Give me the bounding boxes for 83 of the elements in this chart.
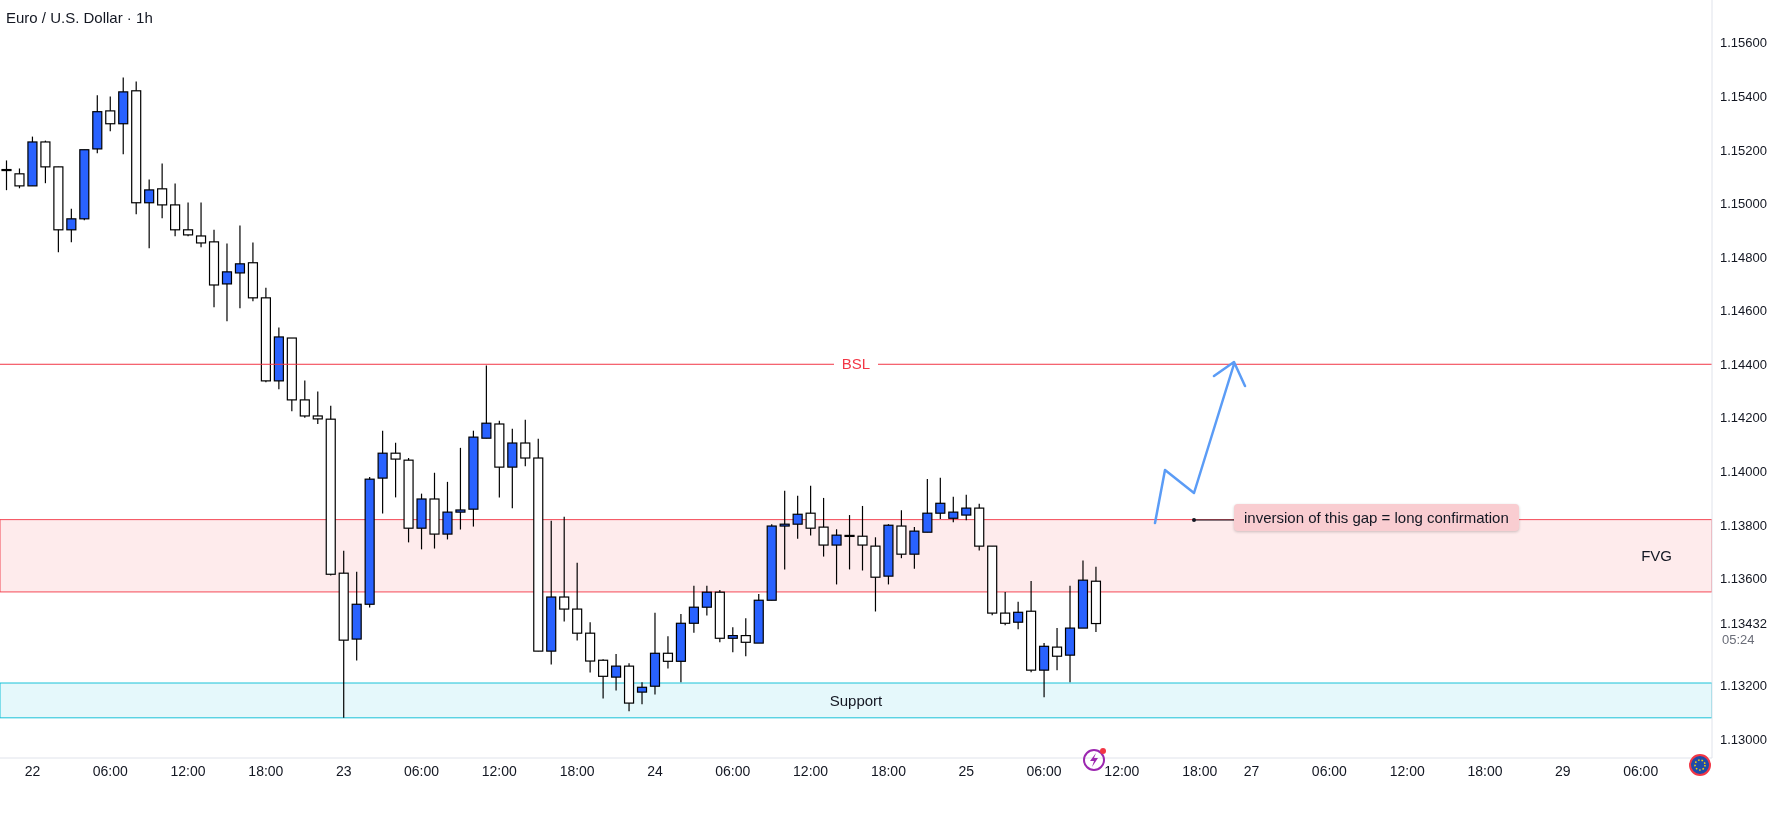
candlestick — [779, 490, 790, 571]
candlestick — [66, 208, 77, 243]
candlestick — [740, 617, 751, 657]
candlestick — [182, 201, 194, 237]
x-tick-label: 22 — [24, 762, 41, 779]
candlestick — [701, 585, 712, 617]
y-tick-label: 1.15600 — [1720, 35, 1767, 51]
x-tick-label: 18:00 — [1182, 762, 1218, 779]
candlestick — [727, 626, 738, 653]
candlestick — [442, 481, 453, 541]
x-tick-label: 12:00 — [793, 762, 829, 779]
x-tick-label: 23 — [335, 762, 352, 779]
x-tick-label: 18:00 — [870, 762, 907, 779]
y-tick-label: 1.15400 — [1720, 89, 1767, 105]
y-tick-label: 1.14200 — [1720, 410, 1767, 426]
candlestick — [805, 485, 816, 537]
text: Euro / U.S. Dollar · 1h — [6, 9, 153, 26]
band-label: FVG — [1641, 547, 1672, 565]
y-tick-label: 1.14000 — [1720, 464, 1767, 480]
candlestick — [844, 514, 855, 571]
y-tick-label: 1.15000 — [1720, 196, 1767, 212]
ref-line-label: BSL — [841, 355, 871, 373]
candlestick — [455, 447, 466, 531]
y-tick-label: 1.14800 — [1720, 249, 1767, 265]
candlestick — [636, 681, 648, 705]
x-tick-label: 12:00 — [170, 762, 206, 779]
candlestick — [610, 653, 622, 692]
y-tick-label: 1.14400 — [1720, 356, 1767, 372]
candlestick — [144, 178, 155, 249]
candlestick — [234, 224, 246, 309]
candlestick — [818, 497, 829, 558]
candlestick — [948, 496, 959, 523]
candlestick — [1051, 627, 1063, 671]
candlestick — [857, 505, 868, 572]
band-label: Support — [829, 691, 884, 709]
candlestick — [688, 585, 699, 634]
x-tick-label: 27 — [1243, 762, 1260, 779]
candlestick — [909, 526, 920, 570]
x-tick-label: 12:00 — [1104, 762, 1140, 779]
x-tick-label: 12:00 — [1389, 762, 1425, 779]
candlestick — [935, 477, 946, 520]
candlestick — [662, 635, 674, 670]
y-tick-label: 1.13600 — [1720, 571, 1767, 587]
candlestick — [1013, 601, 1024, 630]
x-tick-label: 06:00 — [403, 762, 440, 779]
y-tick-label: 1.13000 — [1720, 731, 1767, 747]
x-tick-label: 18:00 — [559, 762, 595, 779]
y-tick-label: 1.13432 — [1720, 616, 1767, 632]
candlestick — [831, 528, 842, 586]
candlestick — [922, 478, 933, 533]
x-tick-label: 06:00 — [1623, 762, 1659, 779]
candlestick — [14, 167, 25, 189]
candlestick — [961, 494, 972, 521]
candlestick — [598, 658, 609, 700]
candlestick — [312, 390, 323, 425]
x-tick-label: 29 — [1555, 762, 1571, 779]
candlestick — [520, 419, 531, 467]
y-tick-label: 1.14600 — [1720, 303, 1767, 319]
x-tick-label: 06:00 — [92, 762, 128, 779]
x-tick-label: 06:00 — [715, 762, 751, 779]
x-tick-label: 18:00 — [248, 762, 284, 779]
candlestick — [792, 495, 803, 540]
y-tick-label: 1.15200 — [1720, 142, 1767, 158]
x-tick-label: 06:00 — [1311, 762, 1348, 779]
candlestick — [559, 516, 570, 622]
candlestick — [1038, 642, 1050, 698]
candlestick — [299, 380, 310, 419]
x-tick-label: 24 — [647, 762, 663, 779]
candlestick — [105, 95, 116, 132]
x-tick-label: 18:00 — [1467, 762, 1503, 779]
y-tick-label: 1.13200 — [1720, 678, 1767, 694]
y-tick-label: 1.13800 — [1720, 517, 1767, 533]
x-tick-label: 12:00 — [481, 762, 518, 779]
candlestick — [390, 442, 401, 498]
candlestick — [1000, 591, 1011, 626]
candlestick — [221, 242, 233, 322]
candlestick — [195, 201, 207, 248]
candlestick — [481, 365, 492, 439]
annotation: inversion of this gap = long confirmation — [1234, 503, 1519, 531]
x-tick-label: 06:00 — [1026, 762, 1062, 779]
candlestick — [157, 162, 168, 219]
x-tick-label: 25 — [958, 762, 975, 779]
text: 05:24 — [1722, 632, 1755, 647]
